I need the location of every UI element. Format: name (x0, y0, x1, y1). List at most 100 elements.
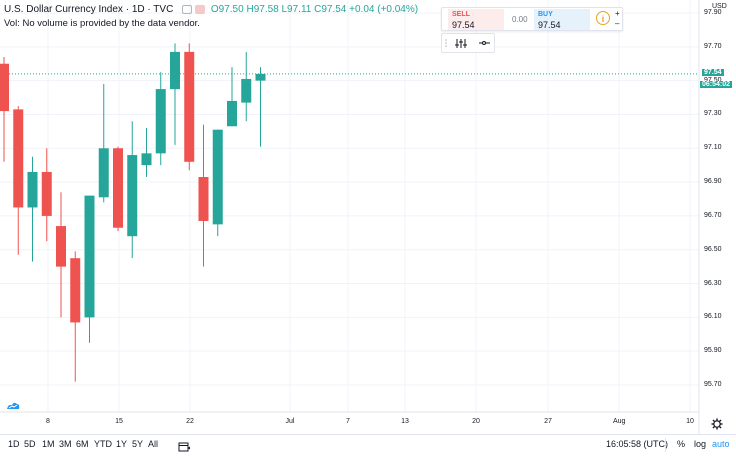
symbol-title[interactable]: U.S. Dollar Currency Index · 1D · TVC (4, 4, 174, 16)
range-all[interactable]: All (148, 439, 159, 449)
candle-body (113, 148, 123, 228)
y-tick-label: 96.70 (704, 211, 722, 219)
sell-button[interactable]: SELL 97.54 (448, 9, 504, 30)
candle (41, 148, 52, 242)
countdown-tag: 06:54:02 (700, 81, 733, 88)
candle (241, 51, 252, 122)
line-style-icon[interactable] (479, 41, 490, 45)
y-tick-label: 96.30 (704, 279, 722, 287)
candle (198, 124, 209, 267)
x-tick-label: 27 (544, 418, 552, 425)
range-5d[interactable]: 5D (24, 439, 36, 449)
candlestick-chart[interactable] (0, 0, 736, 434)
candle-body (227, 100, 237, 127)
candle (155, 72, 166, 166)
x-tick-label: Jul (285, 418, 295, 425)
y-tick-label: 96.50 (704, 245, 722, 253)
grid (0, 0, 699, 412)
y-tick-label: 97.70 (704, 42, 722, 50)
volume-note: Vol: No volume is provided by the data v… (4, 18, 200, 29)
y-tick-label: 96.90 (704, 178, 722, 186)
drag-handle-icon[interactable] (445, 39, 447, 47)
y-tick-label: 97.10 (704, 144, 722, 152)
range-ytd[interactable]: YTD (94, 439, 112, 449)
candle (98, 84, 109, 203)
candle-body (184, 51, 195, 162)
candle (0, 56, 9, 162)
candle (84, 195, 95, 343)
x-tick-label: 22 (186, 418, 194, 425)
percent-toggle[interactable]: % (677, 439, 686, 449)
quantity-minus-button[interactable]: – (615, 19, 620, 28)
x-tick-label: 10 (686, 418, 694, 425)
last-price-tag: 97.54 (702, 68, 724, 76)
candle-body (212, 129, 223, 225)
x-tick-label: 7 (346, 418, 350, 425)
log-toggle[interactable]: log (694, 439, 707, 449)
x-tick-label: 8 (46, 418, 50, 425)
x-tick-label: 15 (115, 418, 123, 425)
divider (665, 438, 666, 452)
x-tick-label: Aug (613, 418, 626, 425)
info-icon[interactable]: i (596, 11, 610, 25)
buy-label: BUY (538, 11, 553, 18)
y-tick-label: 95.90 (704, 347, 722, 355)
candle-body (56, 226, 66, 267)
x-tick-label: 13 (401, 418, 409, 425)
range-6m[interactable]: 6M (76, 439, 89, 449)
auto-toggle[interactable]: auto (712, 439, 730, 449)
quantity-plus-button[interactable]: + (615, 9, 620, 18)
candle-body (84, 195, 95, 318)
legend-icons[interactable] (182, 4, 208, 15)
range-1d[interactable]: 1D (8, 439, 20, 449)
eye-icon[interactable] (182, 4, 193, 14)
tradingview-logo[interactable] (6, 398, 20, 416)
indicator-settings-icon[interactable] (455, 39, 467, 48)
sell-price: 97.54 (452, 20, 475, 30)
bottom-toolbar: 1D 5D 1M 3M 6M YTD 1Y 5Y All 16:05:58 (U… (0, 434, 736, 457)
trade-panel: SELL 97.54 0.00 BUY 97.54 i + – (441, 7, 623, 31)
ohlc-close: C97.54 (314, 4, 347, 16)
candle-body (98, 148, 109, 198)
candle-body (41, 171, 52, 216)
y-tick-label: 97.50 (704, 77, 722, 84)
candle (212, 129, 223, 237)
candle-body (70, 258, 81, 323)
y-tick-label: 97.90 (704, 9, 722, 16)
candle-body (170, 51, 180, 90)
range-1y[interactable]: 1Y (116, 439, 128, 449)
candles (0, 43, 266, 382)
y-tick-label: 95.70 (704, 381, 722, 388)
candle-body (198, 177, 209, 221)
range-5y[interactable]: 5Y (132, 439, 144, 449)
date-range-icon[interactable] (178, 439, 191, 457)
buy-button[interactable]: BUY 97.54 (534, 9, 590, 30)
y-tick-label: 97.30 (704, 110, 722, 118)
range-1m[interactable]: 1M (42, 439, 55, 449)
settings-gear-icon[interactable] (711, 417, 723, 435)
chart-legend: U.S. Dollar Currency Index · 1D · TVC O9… (4, 4, 418, 15)
candle-body (155, 89, 166, 154)
candle (255, 67, 266, 147)
spread-value: 0.00 (512, 15, 528, 24)
ohlc-change: +0.04 (+0.04%) (349, 4, 419, 16)
candle (184, 43, 195, 171)
candle (127, 121, 138, 259)
candle-body (13, 109, 24, 208)
x-tick-label: 20 (472, 418, 480, 425)
currency-label: USD (712, 3, 727, 10)
flag-icon[interactable] (195, 4, 206, 14)
candle-body (141, 153, 152, 166)
y-tick-label: 96.10 (704, 313, 722, 321)
sell-label: SELL (452, 11, 470, 18)
clock-time[interactable]: 16:05:58 (UTC) (606, 439, 669, 449)
candle-body (255, 73, 266, 81)
candle-body (0, 63, 9, 112)
candle (170, 43, 180, 145)
candle (70, 251, 81, 382)
candle (141, 127, 152, 178)
ohlc-low: L97.11 (281, 4, 312, 16)
candle (227, 67, 237, 127)
range-3m[interactable]: 3M (59, 439, 72, 449)
toolbar-icons (445, 39, 490, 48)
